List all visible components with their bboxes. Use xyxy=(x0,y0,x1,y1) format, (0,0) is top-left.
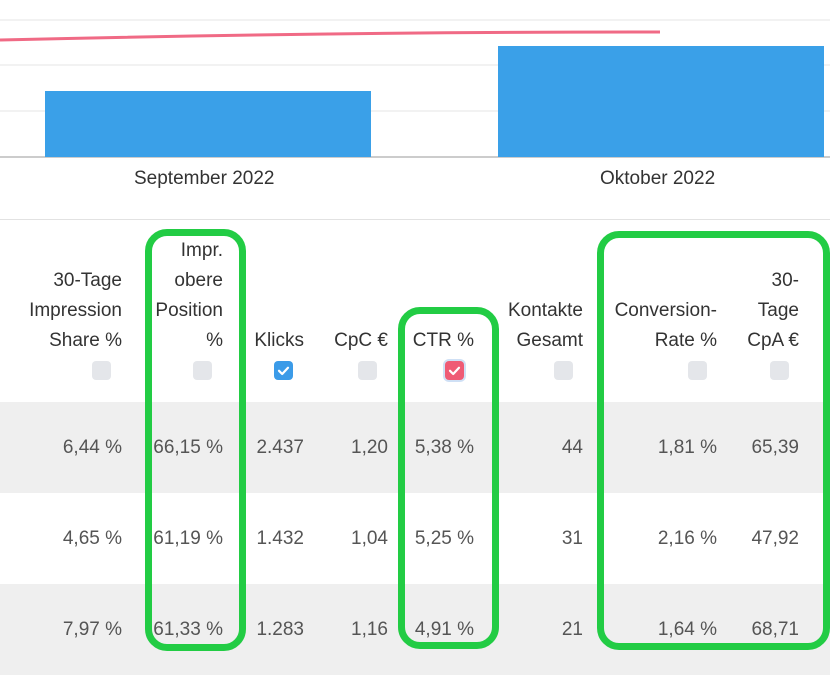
cell-tage-cpa: 47,92 xyxy=(751,528,799,549)
cell-ctr: 5,38 % xyxy=(414,437,474,458)
cell-conversion-rate: 1,81 % xyxy=(657,437,717,458)
checkbox-impr-obere-position[interactable] xyxy=(193,361,212,380)
cell-cpc: 1,16 xyxy=(351,619,388,640)
header-kontakte-gesamt: Kontakte Gesamt xyxy=(508,300,583,351)
line-series xyxy=(0,30,661,42)
cell-cpc: 1,20 xyxy=(351,437,388,458)
cell-conversion-rate: 1,64 % xyxy=(657,619,717,640)
chart-svg xyxy=(0,19,830,158)
checkbox-impression-share[interactable] xyxy=(92,361,111,380)
cell-cpc: 1,04 xyxy=(351,528,388,549)
cell-conversion-rate: 2,16 % xyxy=(657,528,717,549)
cell-impr-obere-position: 66,15 % xyxy=(153,437,223,458)
checkbox-cpc[interactable] xyxy=(358,361,377,380)
checkbox-kontakte-gesamt[interactable] xyxy=(554,361,573,380)
table-row: 7,97 % 61,33 % 1.283 1,16 4,91 % 21 1,64… xyxy=(0,584,830,675)
cell-klicks: 2.437 xyxy=(256,437,304,458)
cell-tage-cpa: 68,71 xyxy=(751,619,799,640)
checkmark-icon xyxy=(448,366,461,376)
header-cpc: CpC € xyxy=(334,330,388,351)
table-row: 4,65 % 61,19 % 1.432 1,04 5,25 % 31 2,16… xyxy=(0,493,830,584)
cell-kontakte-gesamt: 21 xyxy=(561,619,583,640)
cell-impression-share: 6,44 % xyxy=(62,437,122,458)
checkbox-tage-cpa[interactable] xyxy=(770,361,789,380)
cell-kontakte-gesamt: 44 xyxy=(561,437,583,458)
bar-september xyxy=(45,91,371,157)
bar-oktober xyxy=(498,46,824,157)
cell-impression-share: 7,97 % xyxy=(62,619,122,640)
header-klicks: Klicks xyxy=(254,330,304,351)
chart-table-divider xyxy=(0,219,830,220)
checkbox-klicks[interactable] xyxy=(274,361,293,380)
cell-klicks: 1.432 xyxy=(256,528,304,549)
cell-tage-cpa: 65,39 xyxy=(751,437,799,458)
checkbox-ctr[interactable] xyxy=(445,361,464,380)
cell-klicks: 1.283 xyxy=(256,619,304,640)
chart: September 2022 Oktober 2022 xyxy=(0,0,830,220)
cell-ctr: 5,25 % xyxy=(414,528,474,549)
cell-impr-obere-position: 61,33 % xyxy=(153,619,223,640)
cell-kontakte-gesamt: 31 xyxy=(561,528,583,549)
cell-impr-obere-position: 61,19 % xyxy=(153,528,223,549)
cell-impression-share: 4,65 % xyxy=(62,528,122,549)
checkbox-conversion-rate[interactable] xyxy=(688,361,707,380)
header-ctr: CTR % xyxy=(412,330,474,351)
header-impr-obere-position: Impr. obere Position % xyxy=(155,240,223,351)
cell-ctr: 4,91 % xyxy=(414,619,474,640)
x-tick-label-september: September 2022 xyxy=(134,168,275,189)
checkmark-icon xyxy=(277,366,290,376)
x-tick-label-oktober: Oktober 2022 xyxy=(600,168,716,189)
header-impression-share: 30-Tage Impression Share % xyxy=(29,270,122,351)
table-row: 6,44 % 66,15 % 2.437 1,20 5,38 % 44 1,81… xyxy=(0,402,830,493)
header-conversion-rate: Conversion- Rate % xyxy=(614,300,717,351)
header-tage-cpa: 30- Tage CpA € xyxy=(747,270,799,351)
